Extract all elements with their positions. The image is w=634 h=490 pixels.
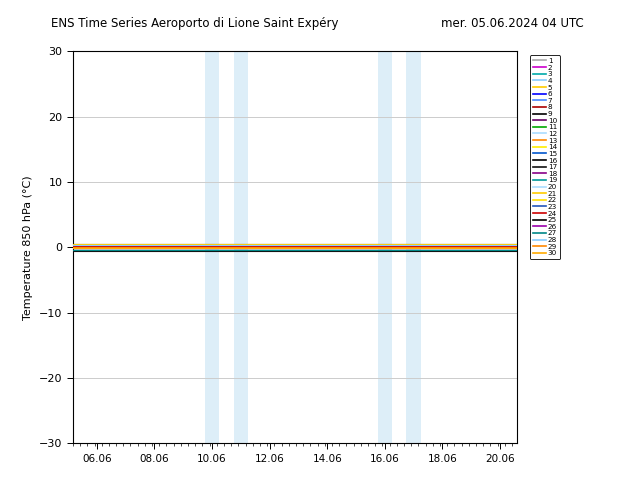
Legend: 1, 2, 3, 4, 5, 6, 7, 8, 9, 10, 11, 12, 13, 14, 15, 16, 17, 18, 19, 20, 21, 22, 2: 1, 2, 3, 4, 5, 6, 7, 8, 9, 10, 11, 12, 1… [530, 55, 560, 259]
Bar [406, 51, 421, 443]
Bar [234, 51, 248, 443]
Bar [205, 51, 219, 443]
Bar [378, 51, 392, 443]
Text: mer. 05.06.2024 04 UTC: mer. 05.06.2024 04 UTC [441, 17, 583, 30]
Y-axis label: Temperature 850 hPa (°C): Temperature 850 hPa (°C) [23, 175, 34, 320]
Text: ENS Time Series Aeroporto di Lione Saint Expéry: ENS Time Series Aeroporto di Lione Saint… [51, 17, 338, 30]
